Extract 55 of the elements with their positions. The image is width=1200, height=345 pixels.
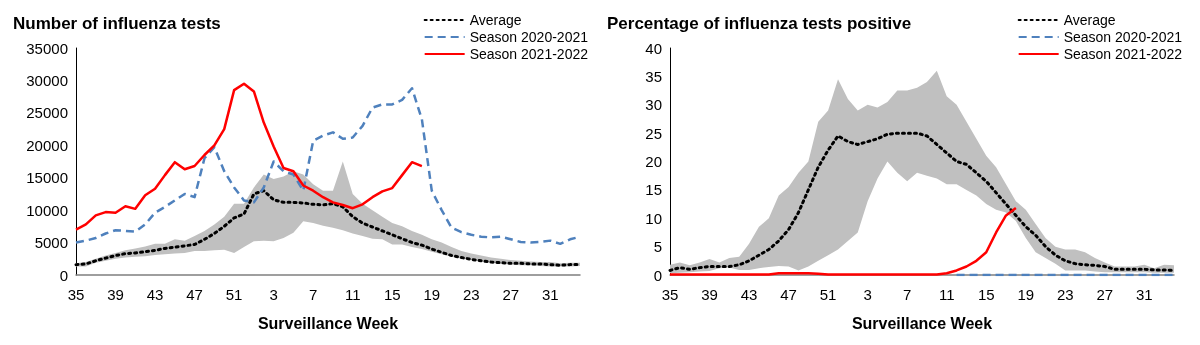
y-tick-label: 5000 <box>34 234 68 252</box>
y-tick-label: 30 <box>645 96 662 114</box>
x-tick-label: 27 <box>1096 286 1114 303</box>
y-tick-label: 35000 <box>26 39 68 57</box>
chart-title: Percentage of influenza tests positive <box>607 14 912 33</box>
y-tick-label: 20000 <box>26 136 68 154</box>
x-tick-label: 47 <box>186 286 203 303</box>
y-tick-label: 20 <box>645 153 662 170</box>
x-axis-title: Surveillance Week <box>257 314 399 332</box>
y-tick-label: 10000 <box>26 201 68 219</box>
x-tick-label: 47 <box>780 286 797 303</box>
x-tick-label: 35 <box>67 286 85 303</box>
x-tick-label: 7 <box>309 286 318 303</box>
line-series <box>668 206 1018 276</box>
x-tick-label: 15 <box>977 286 995 303</box>
y-tick-label: 40 <box>645 39 662 57</box>
line-series <box>74 82 424 231</box>
legend-label: Season 2020-2021 <box>469 29 589 45</box>
x-tick-label: 15 <box>383 286 401 303</box>
y-tick-label: 10 <box>645 209 662 227</box>
x-tick-label: 3 <box>863 286 872 303</box>
y-tick-label: 30000 <box>26 71 68 89</box>
x-axis-title: Surveillance Week <box>851 314 993 332</box>
y-tick-label: 0 <box>653 266 662 284</box>
legend-label: Season 2021-2022 <box>469 46 589 62</box>
x-tick-label: 51 <box>819 286 837 303</box>
x-tick-label: 51 <box>225 286 243 303</box>
legend-label: Average <box>1063 12 1116 28</box>
chart-title: Number of influenza tests <box>13 14 221 33</box>
x-tick-label: 7 <box>903 286 912 303</box>
x-tick-label: 39 <box>701 286 718 303</box>
y-tick-label: 15 <box>645 181 662 199</box>
x-tick-label: 11 <box>938 286 955 303</box>
legend-label: Season 2020-2021 <box>1063 29 1183 45</box>
y-tick-label: 0 <box>59 266 68 284</box>
line-series <box>668 131 1176 272</box>
x-tick-label: 3 <box>269 286 278 303</box>
y-tick-label: 35 <box>645 67 662 85</box>
x-tick-label: 23 <box>462 286 480 303</box>
x-tick-label: 43 <box>146 286 164 303</box>
y-tick-label: 25000 <box>26 104 68 122</box>
x-tick-label: 23 <box>1056 286 1074 303</box>
y-tick-label: 25 <box>645 124 662 142</box>
x-tick-label: 39 <box>107 286 124 303</box>
x-tick-label: 11 <box>344 286 361 303</box>
x-tick-label: 19 <box>1017 286 1035 303</box>
legend-label: Average <box>469 12 522 28</box>
legend-label: Season 2021-2022 <box>1063 46 1183 62</box>
x-tick-label: 31 <box>1136 286 1153 303</box>
x-tick-label: 27 <box>502 286 520 303</box>
x-tick-label: 43 <box>740 286 758 303</box>
y-tick-label: 15000 <box>26 169 68 187</box>
x-tick-label: 19 <box>423 286 441 303</box>
y-tick-label: 5 <box>653 238 662 256</box>
x-tick-label: 31 <box>542 286 559 303</box>
